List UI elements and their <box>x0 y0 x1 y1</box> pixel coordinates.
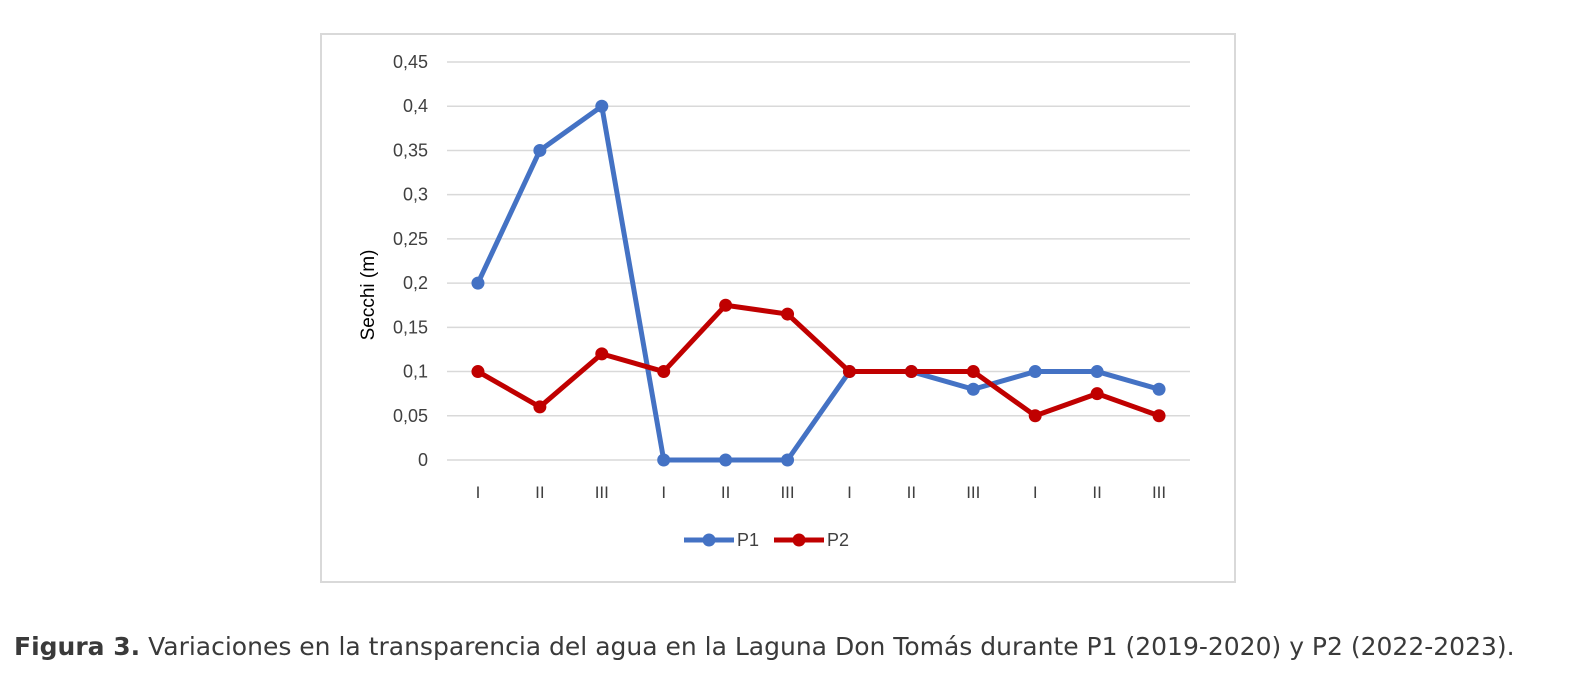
series-line-p1 <box>475 103 1160 463</box>
data-point-p1 <box>719 453 733 467</box>
legend-marker-p2 <box>792 533 806 547</box>
data-point-p2 <box>966 365 980 379</box>
chart-frame: 0 0,05 0,1 0,15 0,2 0,25 0,3 0,35 0,4 0,45 I II III… <box>320 33 1236 583</box>
x-tick-label: II <box>721 483 730 502</box>
x-tick-label: II <box>907 483 916 502</box>
y-tick-label: 0,45 <box>393 52 428 72</box>
data-point-p2 <box>533 400 547 414</box>
data-point-p1 <box>1090 365 1104 379</box>
data-point-p1 <box>657 453 671 467</box>
y-tick-label: 0,3 <box>403 185 428 205</box>
legend-label-p1: P1 <box>737 530 759 550</box>
data-point-p2 <box>1028 409 1042 423</box>
line-chart: 00,050,10,150,20,250,30,350,40,45 I II III… <box>358 52 1190 550</box>
y-axis-label: Secchi (m) <box>358 250 379 341</box>
data-point-p2 <box>842 365 856 379</box>
x-tick-label: I <box>1033 483 1038 502</box>
figure-caption: Figura 3. Variaciones en la transparenci… <box>14 632 1515 661</box>
legend-label-p2: P2 <box>827 530 849 550</box>
y-tick-label: 0 <box>418 450 428 470</box>
data-point-p1 <box>966 382 980 396</box>
caption-label: Figura 3. <box>14 632 141 661</box>
data-point-p1 <box>595 99 609 113</box>
x-tick-label: II <box>535 483 544 502</box>
data-point-p2 <box>471 365 485 379</box>
y-tick-label: 0,1 <box>403 362 428 382</box>
x-tick-label: I <box>476 483 481 502</box>
y-tick-label: 0,35 <box>393 140 428 160</box>
caption-text: Variaciones en la transparencia del agua… <box>140 632 1515 661</box>
data-point-p2 <box>904 365 918 379</box>
y-tick-label: 0,25 <box>393 229 428 249</box>
data-point-p2 <box>719 298 733 312</box>
data-point-p1 <box>1028 365 1042 379</box>
y-tick-label: 0,05 <box>393 406 428 426</box>
series-line-p2 <box>476 302 1160 419</box>
data-point-p1 <box>471 276 485 290</box>
x-tick-label: III <box>780 483 794 502</box>
data-point-p2 <box>1090 387 1104 401</box>
data-point-p2 <box>595 347 609 361</box>
data-point-p1 <box>533 143 547 157</box>
data-point-p1 <box>1152 382 1166 396</box>
x-tick-label: III <box>1152 483 1166 502</box>
x-tick-label: III <box>966 483 980 502</box>
legend-marker-p1 <box>702 533 716 547</box>
data-point-p2 <box>1152 409 1166 423</box>
x-tick-label: I <box>847 483 852 502</box>
x-tick-label: I <box>661 483 666 502</box>
data-point-p2 <box>781 307 795 321</box>
x-tick-label: III <box>595 483 609 502</box>
y-tick-label: 0,15 <box>393 317 428 337</box>
y-tick-label: 0,2 <box>403 273 428 293</box>
data-point-p1 <box>781 453 795 467</box>
data-point-p2 <box>657 365 671 379</box>
x-tick-label: II <box>1092 483 1101 502</box>
y-tick-label: 0,4 <box>403 96 428 116</box>
